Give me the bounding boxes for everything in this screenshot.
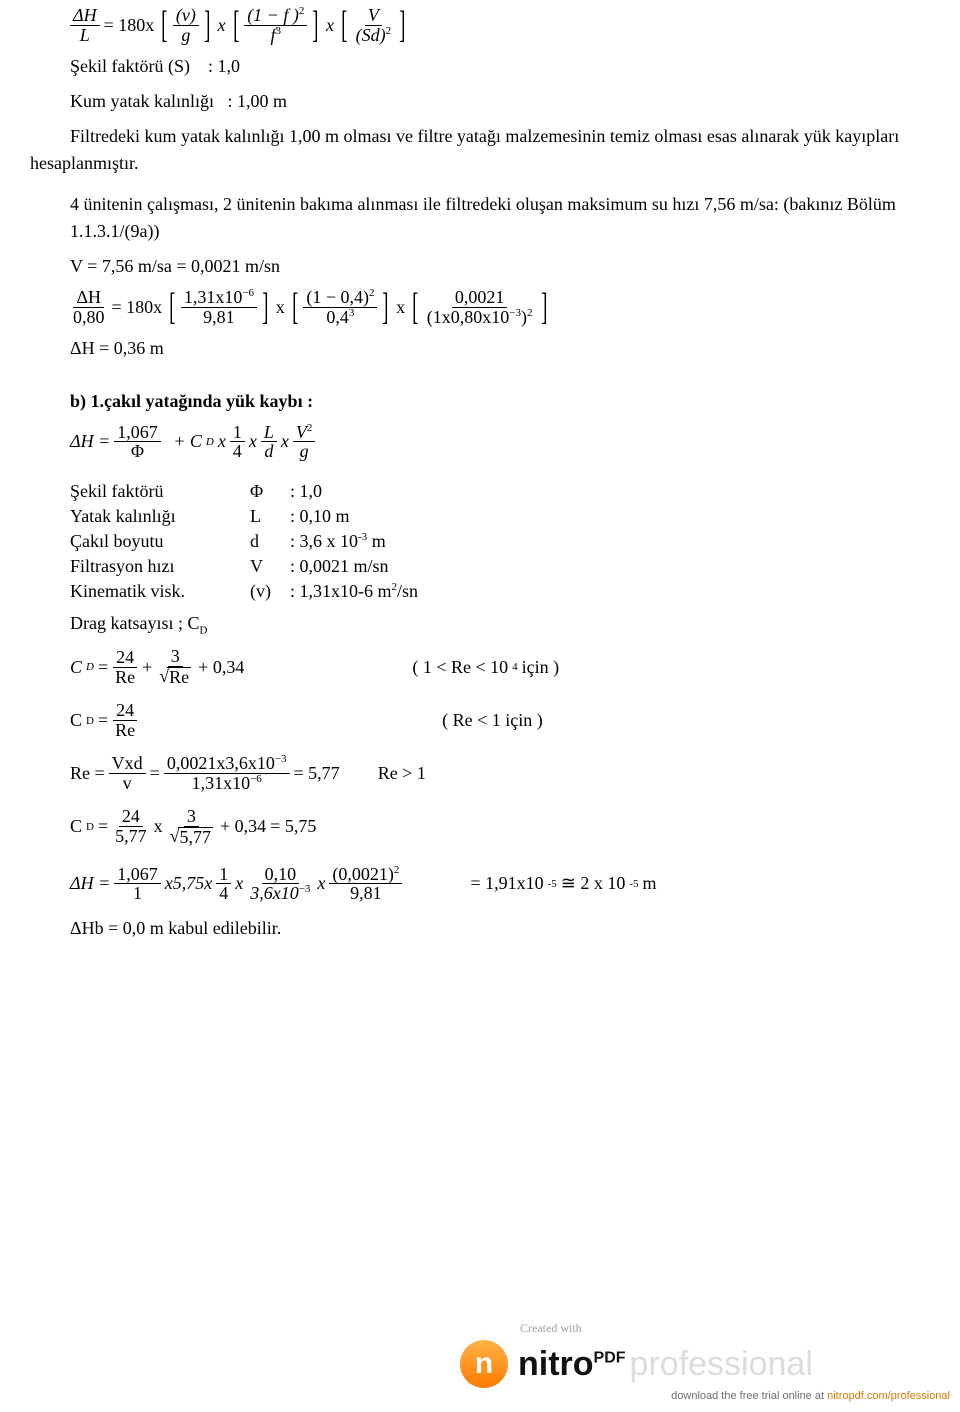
equation-re: Re = Vxdv = 0,0021x3,6x10−31,31x10−6 = 5…: [70, 754, 900, 793]
drag-line: Drag katsayısı ; CD: [70, 610, 900, 639]
equation-cd-2: CD = 24Re ( Re < 1 için ): [70, 701, 900, 740]
line-kum: Kum yatak kalınlığı : 1,00 m: [70, 88, 900, 115]
paragraph-1: Filtredeki kum yatak kalınlığı 1,00 m ol…: [30, 123, 900, 177]
row-filtr: Filtrasyon hızıV: 0,0021 m/sn: [70, 556, 900, 577]
nitro-brand: nitroPDF: [518, 1345, 626, 1383]
nitro-professional: professional: [630, 1345, 813, 1383]
v-line: V = 7,56 m/sa = 0,0021 m/sn: [70, 253, 900, 280]
created-with: Created with: [520, 1321, 950, 1336]
download-line: download the free trial online at nitrop…: [460, 1390, 950, 1402]
row-cakil: Çakıl boyutud: 3,6 x 10-3 m: [70, 531, 900, 552]
dhb-line: ΔHb = 0,0 m kabul edilebilir.: [70, 915, 900, 942]
row-kinem: Kinematik visk.(v): 1,31x10-6 m2/sn: [70, 581, 900, 602]
row-yatak: Yatak kalınlığıL: 0,10 m: [70, 506, 900, 527]
nitro-logo-icon: n: [460, 1340, 508, 1388]
line-sekil: Şekil faktörü (S) : 1,0: [70, 53, 900, 80]
row-sekil: Şekil faktörüΦ: 1,0: [70, 481, 900, 502]
watermark: Created with n nitroPDFprofessional down…: [460, 1321, 950, 1402]
equation-main-2: ΔH0,80 = 180x [1,31x10−69,81] x [(1 − 0,…: [70, 288, 900, 327]
paragraph-2: 4 ünitenin çalışması, 2 ünitenin bakıma …: [70, 191, 900, 245]
equation-dh-formula: ΔH = 1,067Φ + CDx 14 x Ld x V2g: [70, 423, 900, 462]
equation-cd-3: CD = 245,77 x 3√5,77 + 0,34 = 5,75: [70, 807, 900, 847]
equation-cd-1: CD = 24Re + 3√Re + 0,34 ( 1 < Re < 104 i…: [70, 647, 900, 687]
dh-result: ΔH = 0,36 m: [70, 335, 900, 362]
equation-main-1: ΔHL = 180x [(v)g] x [(1 − f )2f3] x [V(S…: [70, 6, 900, 45]
equation-dh-final: ΔH = 1,0671 x5,75x 14 x 0,103,6x10−3 x (…: [70, 865, 900, 904]
heading-b: b) 1.çakıl yatağında yük kaybı :: [70, 388, 900, 415]
